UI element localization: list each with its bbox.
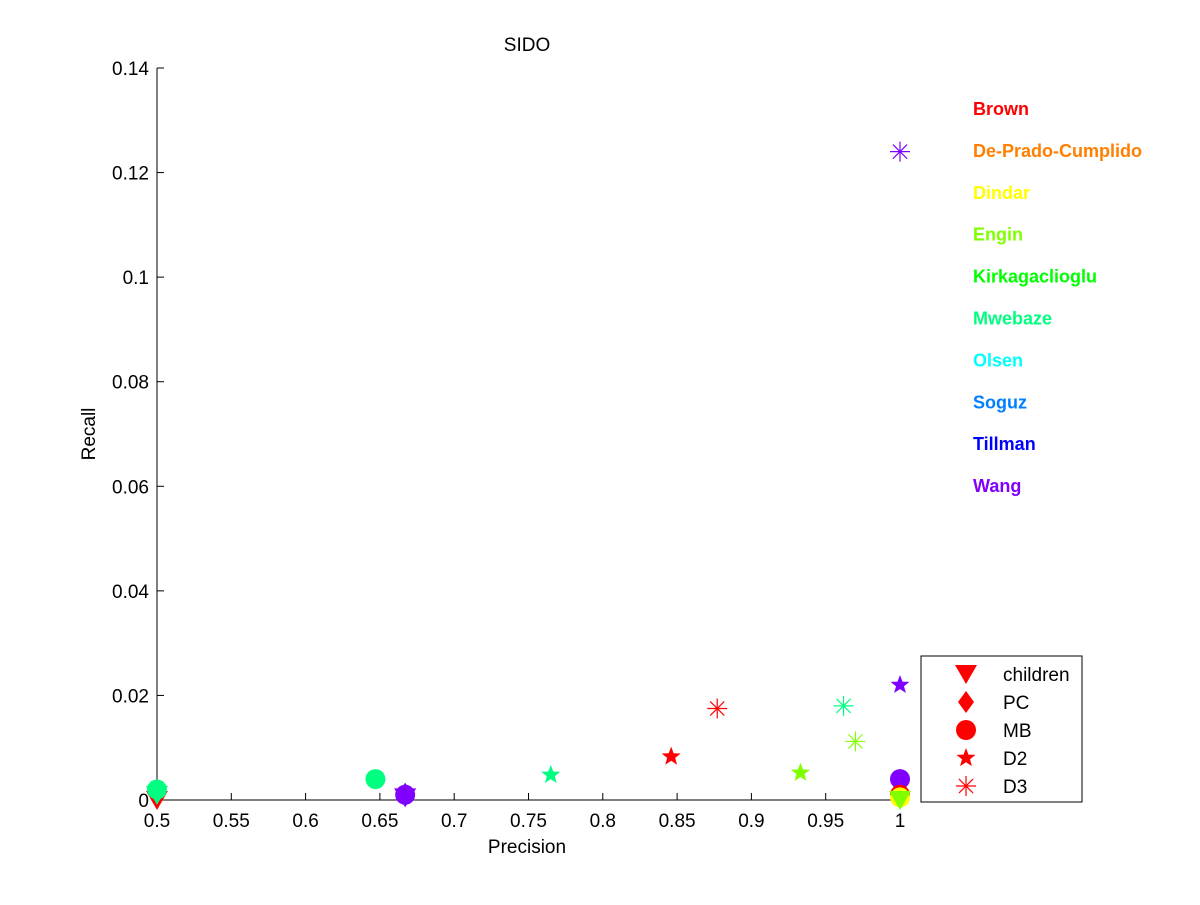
- y-axis-label: Recall: [79, 408, 100, 461]
- x-tick-label: 0.95: [807, 811, 844, 832]
- y-tick-label: 0.12: [112, 164, 149, 185]
- y-tick-label: 0.04: [112, 582, 149, 603]
- legend-marker-d2: [956, 748, 976, 767]
- legend-marker-pc: [958, 691, 974, 713]
- point-wang-asterisk: [890, 141, 910, 162]
- point-wang-circle: [890, 769, 910, 790]
- team-legend: Brown De-Prado-Cumplido Dindar Engin Kirkaga…: [973, 99, 1142, 496]
- team-label-wang: Wang: [973, 476, 1021, 496]
- team-label-soguz: Soguz: [973, 392, 1027, 412]
- team-label-kirkagaclioglu: Kirkagaclioglu: [973, 267, 1097, 287]
- x-axis-label: Precision: [488, 837, 566, 858]
- team-label-mwebaze: Mwebaze: [973, 309, 1052, 329]
- x-tick-label: 0.7: [441, 811, 467, 832]
- x-tick-label: 0.85: [659, 811, 696, 832]
- marker-legend: children PC MB D2 D3: [920, 655, 1083, 803]
- x-tick-label: 0.6: [292, 811, 318, 832]
- legend-label-d3: D3: [1003, 777, 1027, 798]
- x-tick-label: 0.9: [738, 811, 764, 832]
- legend-marker-mb: [956, 720, 976, 740]
- marker-legend-box: [920, 655, 1083, 803]
- team-label-tillman: Tillman: [973, 434, 1036, 454]
- x-tick-label: 0.75: [510, 811, 547, 832]
- x-tick-label: 0.8: [590, 811, 616, 832]
- y-tick-label: 0.14: [112, 59, 149, 80]
- point-mwebaze-star: [541, 764, 561, 783]
- y-tick-label: 0.02: [112, 686, 149, 707]
- axes: 0.5 0.55 0.6 0.65 0.7 0.75 0.8 0.85 0.9 0.95 1 0 0.0…: [112, 59, 905, 832]
- x-tick-label: 1: [895, 811, 906, 832]
- y-tick-label: 0: [138, 791, 149, 812]
- legend-label-pc: PC: [1003, 693, 1029, 714]
- legend-label-d2: D2: [1003, 749, 1027, 770]
- legend-marker-d3: [956, 776, 976, 796]
- point-mwebaze-circle: [365, 769, 386, 790]
- point-wang-star: [890, 674, 910, 694]
- y-tick-label: 0.08: [112, 373, 149, 394]
- point-engin-star: [790, 762, 810, 781]
- legend-label-mb: MB: [1003, 721, 1032, 742]
- x-tick-label: 0.5: [144, 811, 170, 832]
- team-label-engin: Engin: [973, 225, 1023, 245]
- y-tick-label: 0.1: [123, 268, 149, 289]
- point-mwebaze-circle: [147, 779, 167, 800]
- point-brown-asterisk: [707, 698, 728, 719]
- x-tick-label: 0.55: [213, 811, 250, 832]
- legend-marker-children: [955, 665, 977, 684]
- point-engin-triangle-down: [889, 791, 911, 810]
- legend-label-children: children: [1003, 665, 1070, 686]
- chart-title: SIDO: [504, 35, 550, 56]
- team-label-de-prado-cumplido: De-Prado-Cumplido: [973, 141, 1142, 161]
- team-label-brown: Brown: [973, 99, 1029, 119]
- x-tick-label: 0.65: [361, 811, 398, 832]
- point-brown-star: [661, 746, 681, 765]
- team-label-olsen: Olsen: [973, 350, 1023, 370]
- y-tick-label: 0.06: [112, 477, 149, 498]
- point-wang-diamond: [397, 782, 414, 805]
- point-mwebaze-asterisk: [833, 695, 854, 716]
- team-label-dindar: Dindar: [973, 183, 1030, 203]
- data-points: [146, 141, 911, 810]
- point-engin-asterisk: [845, 731, 866, 752]
